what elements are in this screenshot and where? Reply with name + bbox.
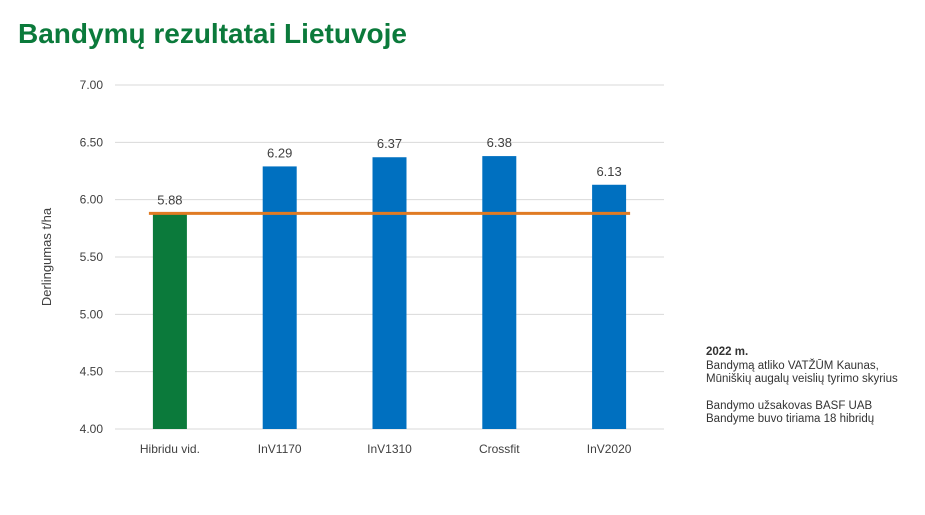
bar	[372, 157, 407, 430]
note-line: Bandymą atliko VATŽŪM Kaunas,	[706, 359, 879, 372]
note-line: Mūniškių augalų veislių tyrimo skyrius	[706, 373, 898, 385]
x-tick-label: InV2020	[587, 442, 632, 456]
trial-note: 2022 m. Bandymą atliko VATŽŪM Kaunas, Mū…	[706, 346, 898, 427]
x-tick-label: InV1170	[258, 442, 302, 456]
bar	[482, 156, 517, 430]
y-tick-label: 4.00	[80, 422, 104, 436]
y-tick-label: 4.50	[80, 365, 104, 379]
bar-value-label: 6.37	[377, 136, 402, 151]
note-line: Bandyme buvo tiriama 18 hibridų	[706, 413, 875, 425]
x-tick-label: Crossfit	[479, 442, 520, 456]
x-tick-label: Hibridu vid.	[140, 442, 200, 456]
bar	[262, 166, 297, 429]
y-tick-label: 5.50	[80, 250, 104, 264]
x-tick-label: InV1310	[367, 442, 412, 456]
y-axis-label: Derlingumas t/ha	[39, 207, 54, 306]
y-tick-label: 5.00	[80, 307, 104, 321]
bar	[592, 184, 627, 429]
note-year: 2022 m.	[706, 346, 749, 358]
bar-value-label: 5.88	[157, 192, 182, 207]
note-line: Bandymo užsakovas BASF UAB	[706, 399, 873, 412]
bar-value-label: 6.38	[487, 135, 512, 150]
bar-value-label: 6.29	[267, 145, 292, 160]
bar-value-label: 6.13	[596, 164, 621, 179]
page-title: Bandymų rezultatai Lietuvoje	[18, 18, 407, 49]
bar	[152, 213, 187, 429]
y-tick-label: 7.00	[80, 78, 104, 92]
y-tick-label: 6.50	[80, 135, 104, 149]
y-tick-label: 6.00	[80, 193, 104, 207]
